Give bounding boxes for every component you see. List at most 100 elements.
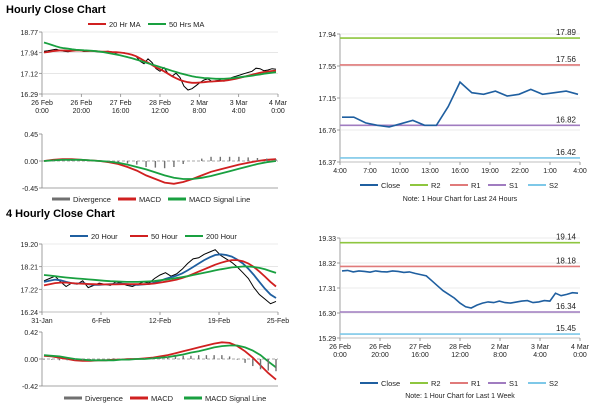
legend-label: R2 bbox=[431, 181, 441, 190]
legend-label: MACD Signal Line bbox=[205, 394, 266, 403]
y-tick-label: -0.45 bbox=[22, 186, 38, 193]
level-label-r1: 18.18 bbox=[556, 256, 577, 265]
x-tick-label: 8:00 bbox=[193, 108, 207, 115]
x-tick-label: 4:00 bbox=[533, 352, 547, 359]
y-tick-label: 16.76 bbox=[318, 128, 336, 135]
legend-label: S1 bbox=[509, 181, 518, 190]
x-tick-label: 1:00 bbox=[543, 168, 557, 175]
x-tick-label: 4:00 bbox=[573, 168, 587, 175]
y-tick-label: 17.12 bbox=[20, 71, 38, 78]
x-tick-label: 12:00 bbox=[451, 352, 469, 359]
legend-label: Divergence bbox=[73, 195, 111, 204]
series-line-close bbox=[43, 249, 277, 305]
x-tick-label: 10:00 bbox=[391, 168, 409, 175]
y-tick-label: 16.37 bbox=[318, 160, 336, 167]
chart-note: Note: 1 Hour Chart for Last 1 Week bbox=[405, 393, 515, 400]
chart-note: Note: 1 Hour Chart for Last 24 Hours bbox=[403, 196, 518, 203]
level-label-r2: 17.89 bbox=[556, 28, 577, 37]
y-tick-label: 19.33 bbox=[318, 236, 336, 243]
legend-label: R1 bbox=[471, 181, 481, 190]
legend-label: Divergence bbox=[85, 394, 123, 403]
x-tick-label: 16:00 bbox=[451, 168, 469, 175]
y-tick-label: 19.20 bbox=[20, 242, 38, 249]
x-tick-label: 28 Feb bbox=[449, 344, 471, 351]
x-tick-label: 4:00 bbox=[333, 168, 347, 175]
y-tick-label: 0.42 bbox=[24, 330, 38, 337]
x-tick-label: 25-Feb bbox=[267, 318, 289, 325]
y-tick-label: 18.21 bbox=[20, 265, 38, 272]
x-tick-label: 16:00 bbox=[411, 352, 429, 359]
legend-label: MACD Signal Line bbox=[189, 195, 250, 204]
series-line-macd bbox=[43, 158, 277, 185]
x-tick-label: 26 Feb bbox=[329, 344, 351, 351]
level-label-s1: 16.34 bbox=[556, 302, 577, 311]
level-label-s2: 16.42 bbox=[556, 148, 577, 157]
series-line-macd bbox=[43, 341, 277, 381]
y-tick-label: 17.15 bbox=[318, 96, 336, 103]
legend-label: S1 bbox=[509, 379, 518, 388]
y-tick-label: 17.31 bbox=[318, 286, 336, 293]
x-tick-label: 28 Feb bbox=[149, 100, 171, 107]
section-title-4-hourly: 4 Hourly Close Chart bbox=[6, 208, 115, 220]
legend-label: R2 bbox=[431, 379, 441, 388]
section-title-hourly: Hourly Close Chart bbox=[6, 4, 106, 16]
y-tick-label: 17.94 bbox=[318, 32, 336, 39]
x-tick-label: 0:00 bbox=[35, 108, 49, 115]
legend-label: 20 Hour bbox=[91, 232, 118, 241]
y-tick-label: 18.32 bbox=[318, 261, 336, 268]
x-tick-label: 16:00 bbox=[112, 108, 130, 115]
series-line-50-hrs-ma bbox=[43, 41, 277, 80]
x-tick-label: 26 Feb bbox=[31, 100, 53, 107]
x-tick-label: 27 Feb bbox=[409, 344, 431, 351]
x-tick-label: 7:00 bbox=[363, 168, 377, 175]
x-tick-label: 3 Mar bbox=[230, 100, 249, 107]
x-tick-label: 26 Feb bbox=[70, 100, 92, 107]
x-tick-label: 19:00 bbox=[481, 168, 499, 175]
level-label-s2: 15.45 bbox=[556, 324, 577, 333]
x-tick-label: 4:00 bbox=[232, 108, 246, 115]
x-tick-label: 12:00 bbox=[151, 108, 169, 115]
x-tick-label: 2 Mar bbox=[491, 344, 510, 351]
legend-label: MACD bbox=[151, 394, 174, 403]
x-tick-label: 4 Mar bbox=[571, 344, 590, 351]
series-line-200-hour bbox=[43, 265, 277, 283]
level-label-s1: 16.82 bbox=[556, 115, 577, 124]
y-tick-label: 16.24 bbox=[20, 310, 38, 317]
x-tick-label: 3 Mar bbox=[531, 344, 550, 351]
legend-label: S2 bbox=[549, 181, 558, 190]
y-tick-label: 16.30 bbox=[318, 311, 336, 318]
series-line-close bbox=[342, 80, 579, 128]
x-tick-label: 31-Jan bbox=[31, 318, 53, 325]
x-tick-label: 22:00 bbox=[511, 168, 529, 175]
legend-label: 50 Hrs MA bbox=[169, 20, 204, 29]
legend-label: 50 Hour bbox=[151, 232, 178, 241]
y-tick-label: 15.29 bbox=[318, 336, 336, 343]
x-tick-label: 13:00 bbox=[421, 168, 439, 175]
x-tick-label: 26 Feb bbox=[369, 344, 391, 351]
y-tick-label: 0.45 bbox=[24, 132, 38, 139]
series-line-macd-signal-line bbox=[43, 158, 277, 180]
legend-label: 200 Hour bbox=[206, 232, 237, 241]
x-tick-label: 0:00 bbox=[271, 108, 285, 115]
y-tick-label: 18.77 bbox=[20, 30, 38, 37]
x-tick-label: 0:00 bbox=[333, 352, 347, 359]
y-tick-label: -0.42 bbox=[22, 384, 38, 391]
y-tick-label: 0.00 bbox=[24, 159, 38, 166]
legend-label: Close bbox=[381, 181, 400, 190]
x-tick-label: 4 Mar bbox=[269, 100, 288, 107]
legend-label: R1 bbox=[471, 379, 481, 388]
legend-label: 20 Hr MA bbox=[109, 20, 141, 29]
level-label-r1: 17.56 bbox=[556, 55, 577, 64]
x-tick-label: 20:00 bbox=[371, 352, 389, 359]
legend-label: MACD bbox=[139, 195, 162, 204]
legend-label: S2 bbox=[549, 379, 558, 388]
x-tick-label: 20:00 bbox=[73, 108, 91, 115]
level-label-r2: 19.14 bbox=[556, 233, 577, 242]
y-tick-label: 16.29 bbox=[20, 92, 38, 99]
x-tick-label: 0:00 bbox=[573, 352, 587, 359]
